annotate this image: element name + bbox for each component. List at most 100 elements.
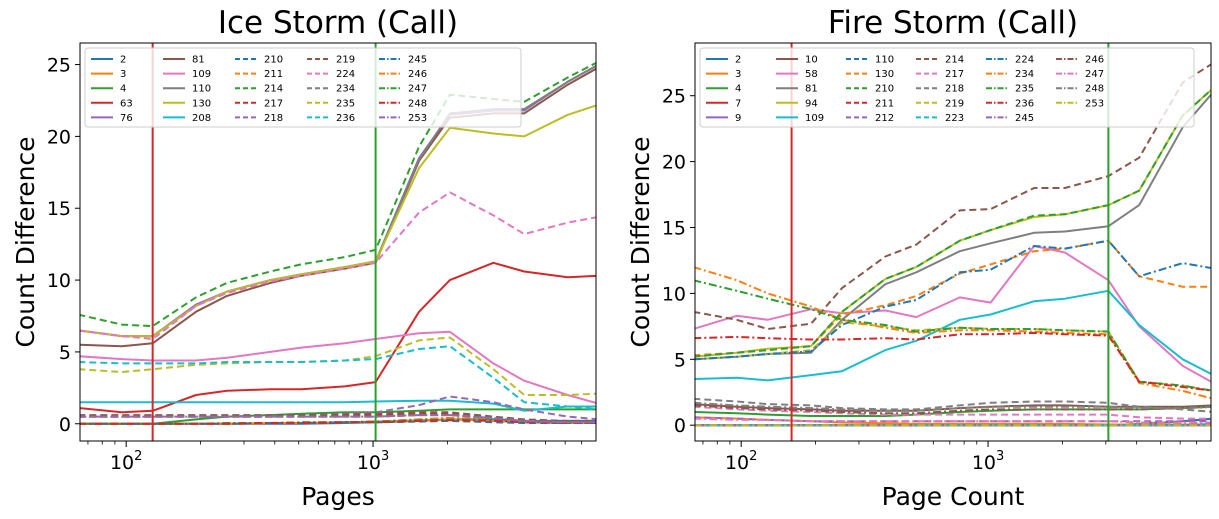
legend-label: 248: [1085, 84, 1104, 95]
legend-label: 2: [120, 55, 126, 66]
legend-label: 76: [120, 113, 133, 124]
legend-label: 214: [945, 55, 964, 66]
chart-title: Fire Storm (Call): [828, 5, 1078, 41]
legend-label: 253: [408, 113, 427, 124]
x-tick-exponent: 2: [134, 449, 142, 464]
x-tick-label: 102: [110, 449, 142, 474]
legend-label: 210: [264, 55, 283, 66]
series-line-224: [80, 191, 596, 340]
y-tick-label: 10: [662, 283, 686, 305]
legend-label: 9: [735, 113, 741, 124]
series-line-210: [695, 88, 1211, 358]
legend-label: 63: [120, 98, 133, 109]
series-line-247: [695, 417, 1211, 424]
x-tick-base: 10: [110, 452, 134, 474]
legend-box: [699, 47, 1195, 128]
series-line-236: [80, 345, 596, 411]
x-tick-exponent: 3: [996, 449, 1004, 464]
legend-label: 3: [735, 69, 741, 80]
legend-label: 246: [1085, 55, 1104, 66]
legend-label: 223: [945, 113, 964, 124]
legend-label: 10: [805, 55, 818, 66]
legend-label: 4: [735, 84, 741, 95]
series-line-58: [695, 245, 1211, 383]
legend-label: 214: [264, 84, 283, 95]
y-tick-label: 10: [47, 270, 71, 292]
legend-label: 109: [192, 69, 211, 80]
panel-1: Ice Storm (Call) Pages Count Difference 0 5 1…: [11, 5, 597, 511]
legend-label: 247: [1085, 69, 1104, 80]
legend-label: 224: [1015, 55, 1034, 66]
y-tick-label: 20: [47, 126, 71, 148]
legend-label: 217: [264, 98, 283, 109]
series-line-224: [695, 239, 1211, 361]
series-line-217: [695, 405, 1211, 420]
legend-label: 208: [192, 113, 211, 124]
series-line-208: [80, 399, 596, 412]
legend-label: 4: [120, 84, 126, 95]
legend-label: 245: [1015, 113, 1034, 124]
y-tick-label: 0: [59, 414, 71, 436]
x-tick-label: 103: [972, 449, 1004, 474]
x-tick-label: 102: [725, 449, 757, 474]
legend-label: 130: [875, 69, 894, 80]
legend-label: 245: [408, 55, 427, 66]
legend-label: 2: [735, 55, 741, 66]
legend-label: 7: [735, 98, 741, 109]
legend-label: 236: [1015, 98, 1034, 109]
legend-label: 212: [875, 113, 894, 124]
legend-label: 234: [336, 84, 355, 95]
legend-label: 219: [336, 55, 355, 66]
y-tick-label: 20: [662, 152, 686, 174]
x-tick-label: 103: [357, 449, 389, 474]
legend-label: 218: [945, 84, 964, 95]
series-line-130: [695, 239, 1211, 357]
legend-label: 110: [192, 84, 211, 95]
legend-label: 130: [192, 98, 211, 109]
series-line-248: [695, 401, 1211, 412]
y-tick-label: 15: [47, 198, 71, 220]
legend-label: 81: [192, 55, 205, 66]
y-tick-label: 5: [674, 349, 686, 371]
series-line-248: [80, 419, 596, 425]
plot-area: [695, 63, 1211, 427]
legend-label: 218: [264, 113, 283, 124]
x-axis-label: Page Count: [882, 482, 1025, 511]
series-line-218: [695, 397, 1211, 413]
y-tick-label: 25: [662, 86, 686, 108]
plot-area: [80, 61, 596, 425]
legend-label: 211: [875, 98, 894, 109]
legend-label: 246: [408, 69, 427, 80]
legend-box: [84, 47, 522, 128]
series-line-219: [80, 411, 596, 422]
legend-label: 235: [1015, 84, 1034, 95]
series-line-109: [80, 330, 596, 404]
legend-label: 219: [945, 98, 964, 109]
legend-label: 235: [336, 98, 355, 109]
series-line-94: [695, 88, 1211, 358]
legend-label: 110: [875, 55, 894, 66]
y-tick-label: 15: [662, 218, 686, 240]
panel-2: Fire Storm (Call) Page Count Count Differe…: [626, 5, 1212, 511]
legend-label: 94: [805, 98, 818, 109]
y-tick-label: 5: [59, 342, 71, 364]
y-tick-label: 25: [47, 55, 71, 77]
series-line-253: [80, 414, 596, 424]
x-axis-label: Pages: [301, 482, 375, 511]
legend-label: 217: [945, 69, 964, 80]
axes-frame: [694, 42, 1212, 442]
legend-label: 211: [264, 69, 283, 80]
legend-label: 109: [805, 113, 824, 124]
legend-label: 236: [336, 113, 355, 124]
axes-frame: [79, 42, 597, 442]
legend-label: 210: [875, 84, 894, 95]
legend-label: 3: [120, 69, 126, 80]
series-line-236: [695, 331, 1211, 392]
series-line-214: [695, 63, 1211, 330]
x-tick-exponent: 2: [749, 449, 757, 464]
series-line-109: [695, 289, 1211, 382]
legend-label: 224: [336, 69, 355, 80]
series-line-246: [695, 404, 1211, 415]
y-tick-label: 0: [674, 415, 686, 437]
